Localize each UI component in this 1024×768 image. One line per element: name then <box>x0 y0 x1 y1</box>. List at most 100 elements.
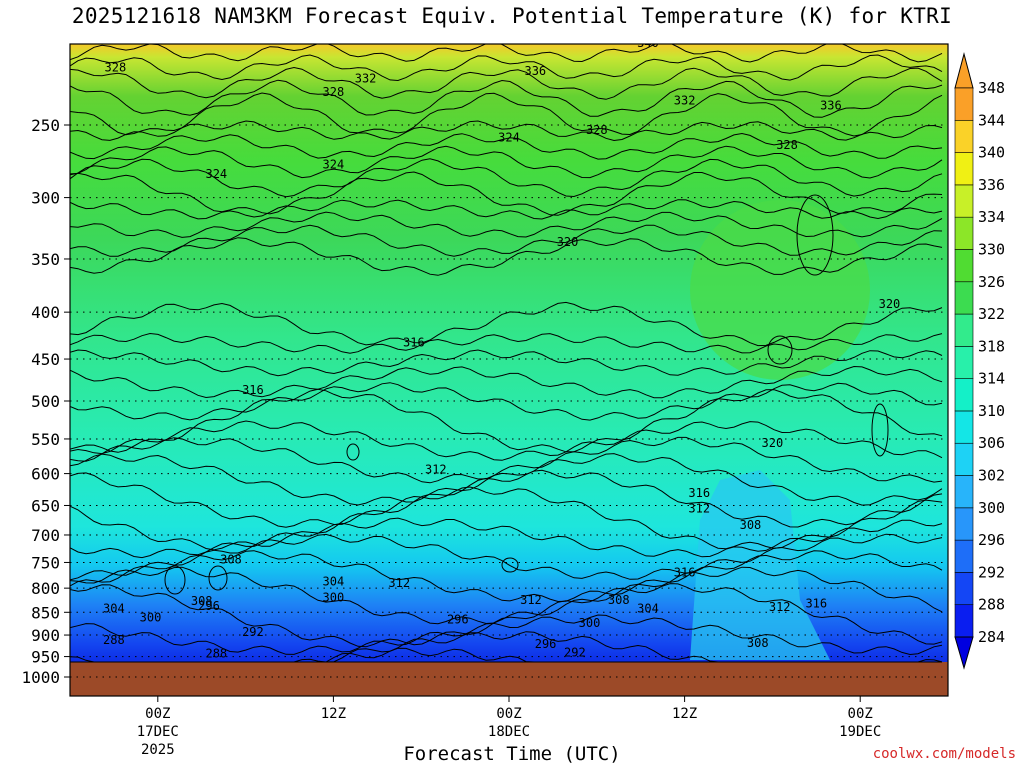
y-tick-label: 300 <box>31 189 60 208</box>
y-tick-label: 400 <box>31 303 60 322</box>
contour-line <box>70 171 943 216</box>
contour-label: 292 <box>242 625 264 639</box>
colorbar-swatch <box>954 604 974 638</box>
contour-line <box>70 54 943 82</box>
y-axis: 250 300 350 400 450 500 550 600 650 700 750 800 850 9… <box>21 116 70 687</box>
x-tick-date: 17DEC <box>137 724 179 740</box>
colorbar-label: 330 <box>978 240 1005 258</box>
contour-closed <box>346 443 360 461</box>
y-tick-label: 650 <box>31 496 60 515</box>
x-axis: 00Z 17DEC 2025 12Z 00Z 18DEC 12Z 00Z 19DEC <box>137 696 881 758</box>
contour-label: 312 <box>769 600 791 614</box>
colorbar-swatch <box>954 119 974 153</box>
x-tick-label: 12Z <box>321 706 346 722</box>
contour-line <box>70 79 943 118</box>
y-tick-label: 500 <box>31 392 60 411</box>
colorbar-label: 292 <box>978 563 1005 581</box>
contour-label: 304 <box>103 601 125 615</box>
contour-label: 320 <box>762 436 784 450</box>
colorbar-swatch <box>954 572 974 606</box>
contour-line <box>70 420 943 461</box>
colorbar-label: 288 <box>978 596 1005 614</box>
y-tick-label: 950 <box>31 648 60 667</box>
contour-label: 296 <box>447 612 469 626</box>
contour-line <box>70 301 943 347</box>
contour-line <box>70 92 943 137</box>
contour-line <box>70 614 943 656</box>
contour-label: 292 <box>564 646 586 660</box>
contour-label: 324 <box>498 131 520 145</box>
colorbar-swatch <box>954 539 974 573</box>
contour-label: 300 <box>579 616 601 630</box>
colorbar-swatch <box>954 410 974 444</box>
contour-label: 332 <box>674 94 696 108</box>
colorbar-label: 310 <box>978 402 1005 420</box>
colorbar-label: 318 <box>978 337 1005 355</box>
contour-label: 324 <box>323 157 345 171</box>
x-tick-label: 00Z <box>145 706 170 722</box>
contour-closed <box>208 565 228 591</box>
contour-line <box>70 469 943 528</box>
contour-label: 296 <box>198 599 220 613</box>
x-tick-label: 00Z <box>496 706 521 722</box>
y-tick-label: 350 <box>31 250 60 269</box>
y-tick-label: 250 <box>31 116 60 135</box>
contour-label: 316 <box>403 336 425 350</box>
x-tick-date: 18DEC <box>488 724 530 740</box>
chart-title: 2025121618 NAM3KM Forecast Equiv. Potent… <box>71 4 953 28</box>
contour-label: 340 <box>637 36 659 50</box>
contour-line <box>70 224 943 257</box>
colorbar-label: 322 <box>978 305 1005 323</box>
contour-label: 308 <box>220 552 242 566</box>
y-tick-label: 750 <box>31 553 60 572</box>
colorbar: 284 288 292 296 300 302 306 310 314 318 322 326 330 3… <box>954 52 1005 670</box>
terrain <box>70 662 948 696</box>
contour-line <box>70 388 943 453</box>
contour-label: 308 <box>740 518 762 532</box>
contour-line <box>70 132 943 160</box>
contour-label: 300 <box>323 590 345 604</box>
y-tick-label: 850 <box>31 603 60 622</box>
contour-label: 300 <box>140 611 162 625</box>
contour-label: 316 <box>674 566 696 580</box>
colorbar-swatch <box>954 87 974 121</box>
contour-label: 316 <box>688 486 710 500</box>
contour-line <box>70 533 943 581</box>
contour-line <box>70 44 943 63</box>
contour-line <box>70 237 943 276</box>
colorbar-swatch <box>954 378 974 412</box>
contour-line <box>70 517 943 559</box>
contour-label: 312 <box>688 502 710 516</box>
colorbar-label: 306 <box>978 434 1005 452</box>
contour-label: 312 <box>388 576 410 590</box>
y-tick-label: 900 <box>31 626 60 645</box>
contour-line <box>70 199 943 220</box>
colorbar-label: 296 <box>978 531 1005 549</box>
contour-closed <box>767 335 793 365</box>
contour-label: 288 <box>103 633 125 647</box>
colorbar-label: 326 <box>978 273 1005 291</box>
credit-link[interactable]: coolwx.com/models <box>872 746 1016 762</box>
colorbar-label: 340 <box>978 144 1005 162</box>
contour-line <box>70 486 943 551</box>
y-tick-label: 700 <box>31 526 60 545</box>
contour-label: 336 <box>820 99 842 113</box>
contour-line <box>70 436 943 484</box>
colorbar-swatch <box>954 313 974 347</box>
colorbar-label: 336 <box>978 176 1005 194</box>
colorbar-bottom-arrow <box>954 636 974 670</box>
contour-label: 304 <box>637 601 659 615</box>
contour-label: 332 <box>355 71 377 85</box>
contour-label: 308 <box>747 636 769 650</box>
contour-line <box>70 583 943 648</box>
colorbar-swatch <box>954 475 974 509</box>
contour-line <box>70 158 943 198</box>
contour-label: 328 <box>323 85 345 99</box>
contour-label: 316 <box>242 383 264 397</box>
y-tick-label: 550 <box>31 430 60 449</box>
contour-label: 296 <box>535 637 557 651</box>
x-tick-year: 2025 <box>141 742 175 758</box>
contour-line <box>70 550 943 603</box>
contour-label: 308 <box>191 594 213 608</box>
colorbar-swatch <box>954 249 974 283</box>
